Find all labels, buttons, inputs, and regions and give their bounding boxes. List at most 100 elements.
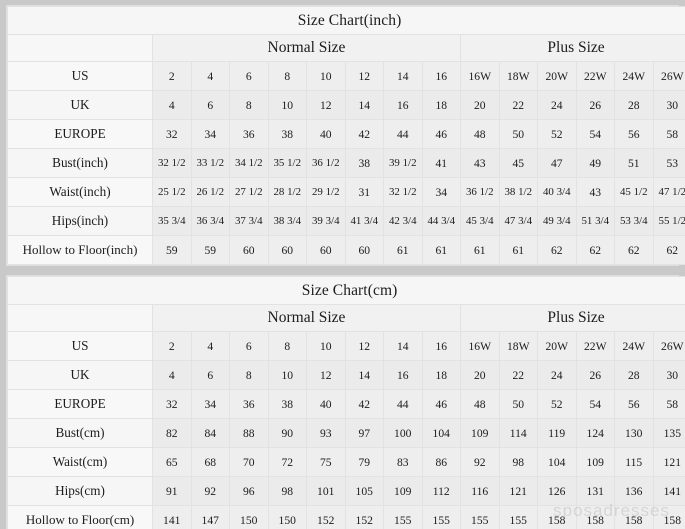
- data-cell: 109: [383, 476, 423, 506]
- data-cell: 82: [152, 418, 192, 448]
- table-row: UK 4 6 8 10 12 14 16 18 20 22 24 26 28 30: [7, 90, 685, 120]
- data-cell: 41 3/4: [344, 206, 384, 236]
- data-cell: 24W: [614, 61, 654, 91]
- data-cell: 92: [190, 476, 230, 506]
- data-cell: 2: [152, 331, 192, 361]
- table-row: US 2 4 6 8 10 12 14 16 16W 18W 20W 22W 24W 26W: [7, 331, 685, 361]
- data-cell: 16: [421, 331, 461, 361]
- data-cell: 18W: [498, 61, 538, 91]
- data-cell: 44: [383, 119, 423, 149]
- data-cell: 61: [421, 235, 461, 265]
- data-cell: 26W: [652, 61, 685, 91]
- data-cell: 22W: [575, 61, 615, 91]
- data-cell: 72: [267, 447, 307, 477]
- data-cell: 54: [575, 389, 615, 419]
- data-cell: 86: [421, 447, 461, 477]
- data-cell: 14: [344, 90, 384, 120]
- row-label: Hollow to Floor(cm): [7, 505, 153, 529]
- row-label: Bust(inch): [7, 148, 153, 178]
- data-cell: 101: [306, 476, 346, 506]
- data-cell: 6: [229, 61, 269, 91]
- data-cell: 60: [344, 235, 384, 265]
- data-cell: 32: [152, 389, 192, 419]
- chart-title-row: Size Chart(inch): [6, 6, 685, 35]
- data-cell: 32: [152, 119, 192, 149]
- data-cell: 59: [190, 235, 230, 265]
- data-cell: 16W: [460, 61, 500, 91]
- data-cell: 35 3/4: [152, 206, 192, 236]
- row-label: US: [7, 61, 153, 91]
- row-label: Hollow to Floor(inch): [7, 235, 153, 265]
- data-cell: 58: [652, 389, 685, 419]
- data-cell: 116: [460, 476, 500, 506]
- table-row: UK 4 6 8 10 12 14 16 18 20 22 24 26 28 30: [7, 360, 685, 390]
- table-row: Hollow to Floor(inch) 59 59 60 60 60 60 61 61 61 6…: [7, 235, 685, 265]
- table-row: Waist(cm) 65 68 70 72 75 79 83 86 92 98 104 109 115 12…: [7, 447, 685, 477]
- data-cell: 22: [498, 360, 538, 390]
- data-cell: 36 1/2: [306, 148, 346, 178]
- data-cell: 141: [152, 505, 192, 529]
- data-cell: 84: [190, 418, 230, 448]
- data-cell: 155: [460, 505, 500, 529]
- group-header-normal-size: Normal Size: [152, 304, 461, 332]
- data-cell: 16W: [460, 331, 500, 361]
- data-cell: 36 1/2: [460, 177, 500, 207]
- group-header-plus-size: Plus Size: [459, 304, 685, 332]
- data-cell: 62: [614, 235, 654, 265]
- data-cell: 121: [652, 447, 685, 477]
- data-cell: 26W: [652, 331, 685, 361]
- row-label: Waist(cm): [7, 447, 153, 477]
- data-cell: 96: [229, 476, 269, 506]
- row-label: Bust(cm): [7, 418, 153, 448]
- data-cell: 6: [190, 360, 230, 390]
- group-header-normal-size: Normal Size: [152, 34, 461, 62]
- data-cell: 42: [344, 389, 384, 419]
- data-cell: 60: [267, 235, 307, 265]
- data-cell: 39 1/2: [383, 148, 423, 178]
- data-cell: 10: [267, 90, 307, 120]
- data-cell: 150: [267, 505, 307, 529]
- data-cell: 121: [498, 476, 538, 506]
- data-cell: 22: [498, 90, 538, 120]
- data-cell: 54: [575, 119, 615, 149]
- size-chart-inch-table: Size Chart(inch) Normal Size Plus Size US 2 4…: [6, 6, 685, 265]
- data-cell: 61: [498, 235, 538, 265]
- data-cell: 32 1/2: [152, 148, 192, 178]
- data-cell: 40: [306, 389, 346, 419]
- data-cell: 105: [344, 476, 384, 506]
- data-cell: 38: [344, 148, 384, 178]
- data-cell: 20W: [537, 331, 577, 361]
- data-cell: 26 1/2: [190, 177, 230, 207]
- data-cell: 93: [306, 418, 346, 448]
- data-cell: 24: [537, 90, 577, 120]
- table-row: EUROPE 32 34 36 38 40 42 44 46 48 50 52 54 56 58: [7, 119, 685, 149]
- data-cell: 155: [383, 505, 423, 529]
- data-cell: 98: [498, 447, 538, 477]
- data-cell: 28 1/2: [267, 177, 307, 207]
- row-label: UK: [7, 90, 153, 120]
- data-cell: 42 3/4: [383, 206, 423, 236]
- data-cell: 12: [344, 331, 384, 361]
- data-cell: 6: [190, 90, 230, 120]
- data-cell: 18: [421, 360, 461, 390]
- data-cell: 70: [229, 447, 269, 477]
- data-cell: 100: [383, 418, 423, 448]
- data-cell: 62: [537, 235, 577, 265]
- data-cell: 4: [152, 90, 192, 120]
- data-cell: 2: [152, 61, 192, 91]
- data-cell: 16: [383, 90, 423, 120]
- data-cell: 83: [383, 447, 423, 477]
- table-row: EUROPE 32 34 36 38 40 42 44 46 48 50 52 54 56 58: [7, 389, 685, 419]
- row-label: EUROPE: [7, 389, 153, 419]
- data-cell: 35 1/2: [267, 148, 307, 178]
- data-cell: 10: [306, 61, 346, 91]
- data-cell: 10: [267, 360, 307, 390]
- data-cell: 98: [267, 476, 307, 506]
- data-cell: 38 1/2: [498, 177, 538, 207]
- data-cell: 48: [460, 119, 500, 149]
- data-cell: 20: [460, 360, 500, 390]
- data-cell: 56: [614, 119, 654, 149]
- data-cell: 49: [575, 148, 615, 178]
- data-cell: 12: [306, 360, 346, 390]
- row-label: Hips(cm): [7, 476, 153, 506]
